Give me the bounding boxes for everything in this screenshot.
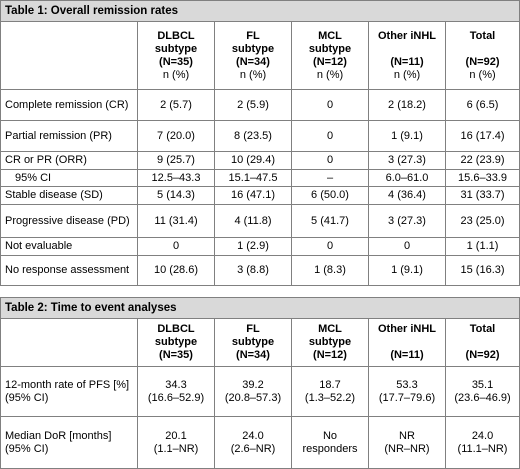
cell: 23 (25.0)	[444, 204, 520, 238]
cell: 6.0–61.0	[368, 169, 446, 187]
cell: 24.0 (2.6–NR)	[214, 416, 292, 469]
cell: 34.3 (16.6–52.9)	[137, 366, 215, 417]
cell: 10 (28.6)	[137, 255, 215, 286]
cell: 0	[137, 237, 215, 256]
row-label: CR or PR (ORR)	[0, 151, 138, 170]
cell: 0	[368, 237, 446, 256]
cell: 39.2 (20.8–57.3)	[214, 366, 292, 417]
cell: 11 (31.4)	[137, 204, 215, 238]
cell: 16 (17.4)	[444, 120, 520, 152]
table1-header-fl: FL subtype (N=34) n (%)	[214, 21, 292, 90]
cell: 2 (5.7)	[137, 89, 215, 121]
table-row: Partial remission (PR) 7 (20.0) 8 (23.5)…	[0, 120, 520, 152]
cell: 0	[291, 151, 369, 170]
cell: 3 (27.3)	[368, 151, 446, 170]
table-row: 95% CI 12.5–43.3 15.1–47.5 – 6.0–61.0 15…	[0, 169, 520, 187]
cell: 7 (20.0)	[137, 120, 215, 152]
cell: 0	[291, 89, 369, 121]
table-row: Not evaluable 0 1 (2.9) 0 0 1 (1.1)	[0, 237, 520, 256]
cell: 22 (23.9)	[444, 151, 520, 170]
table-row: Complete remission (CR) 2 (5.7) 2 (5.9) …	[0, 89, 520, 121]
cell: 1 (8.3)	[291, 255, 369, 286]
table2-header-empty	[0, 318, 138, 367]
cell: 4 (36.4)	[368, 186, 446, 205]
cell: No responders	[291, 416, 369, 469]
table2-header-mcl: MCL subtype (N=12)	[291, 318, 369, 367]
cell: 0	[291, 237, 369, 256]
table-row: Median DoR [months] (95% CI) 20.1 (1.1–NR)…	[0, 416, 520, 469]
row-label: Partial remission (PR)	[0, 120, 138, 152]
cell: 5 (14.3)	[137, 186, 215, 205]
time-to-event-table: Table 2: Time to event analyses DLBCL sub…	[0, 297, 520, 469]
cell: 24.0 (11.1–NR)	[444, 416, 520, 469]
table1-title: Table 1: Overall remission rates	[0, 0, 520, 22]
table2-header-total: Total (N=92)	[444, 318, 520, 367]
cell: 1 (9.1)	[368, 255, 446, 286]
cell: 15 (16.3)	[444, 255, 520, 286]
table1-header-empty	[0, 21, 138, 90]
table2-header-fl: FL subtype (N=34)	[214, 318, 292, 367]
row-label: 95% CI	[0, 169, 138, 187]
cell: 2 (18.2)	[368, 89, 446, 121]
row-label: 12-month rate of PFS [%] (95% CI)	[0, 366, 138, 417]
cell: 2 (5.9)	[214, 89, 292, 121]
table1-header-dlbcl: DLBCL subtype (N=35) n (%)	[137, 21, 215, 90]
row-label: Complete remission (CR)	[0, 89, 138, 121]
row-label: Median DoR [months] (95% CI)	[0, 416, 138, 469]
cell: 1 (1.1)	[444, 237, 520, 256]
cell: 5 (41.7)	[291, 204, 369, 238]
table-row: Progressive disease (PD) 11 (31.4) 4 (11…	[0, 204, 520, 238]
cell: 53.3 (17.7–79.6)	[368, 366, 446, 417]
table2-header-dlbcl: DLBCL subtype (N=35)	[137, 318, 215, 367]
table1-header-other-inhl: Other iNHL (N=11) n (%)	[368, 21, 446, 90]
cell: 1 (9.1)	[368, 120, 446, 152]
table-row: Stable disease (SD) 5 (14.3) 16 (47.1) 6…	[0, 186, 520, 205]
table-row: CR or PR (ORR) 9 (25.7) 10 (29.4) 0 3 (2…	[0, 151, 520, 170]
cell: 10 (29.4)	[214, 151, 292, 170]
cell: –	[291, 169, 369, 187]
cell: 15.6–33.9	[444, 169, 520, 187]
row-label: Progressive disease (PD)	[0, 204, 138, 238]
cell: 1 (2.9)	[214, 237, 292, 256]
cell: NR (NR–NR)	[368, 416, 446, 469]
cell: 18.7 (1.3–52.2)	[291, 366, 369, 417]
cell: 15.1–47.5	[214, 169, 292, 187]
table2-title: Table 2: Time to event analyses	[0, 297, 520, 319]
table1-header-total: Total (N=92) n (%)	[444, 21, 520, 90]
cell: 20.1 (1.1–NR)	[137, 416, 215, 469]
cell: 0	[291, 120, 369, 152]
row-label: Stable disease (SD)	[0, 186, 138, 205]
remission-rates-table: Table 1: Overall remission rates DLBCL su…	[0, 0, 520, 286]
table2-header-row: DLBCL subtype (N=35) FL subtype (N=34) MCL su…	[0, 318, 520, 367]
cell: 3 (8.8)	[214, 255, 292, 286]
cell: 35.1 (23.6–46.9)	[444, 366, 520, 417]
table-row: 12-month rate of PFS [%] (95% CI) 34.3 (16…	[0, 366, 520, 417]
table1-header-row: DLBCL subtype (N=35) n (%) FL subtype (N=34) n…	[0, 21, 520, 90]
cell: 9 (25.7)	[137, 151, 215, 170]
table1-header-mcl: MCL subtype (N=12) n (%)	[291, 21, 369, 90]
cell: 12.5–43.3	[137, 169, 215, 187]
row-label: Not evaluable	[0, 237, 138, 256]
cell: 3 (27.3)	[368, 204, 446, 238]
cell: 4 (11.8)	[214, 204, 292, 238]
table-row: No response assessment 10 (28.6) 3 (8.8)…	[0, 255, 520, 286]
table2-header-other-inhl: Other iNHL (N=11)	[368, 318, 446, 367]
cell: 6 (50.0)	[291, 186, 369, 205]
cell: 6 (6.5)	[444, 89, 520, 121]
cell: 31 (33.7)	[444, 186, 520, 205]
cell: 8 (23.5)	[214, 120, 292, 152]
cell: 16 (47.1)	[214, 186, 292, 205]
row-label: No response assessment	[0, 255, 138, 286]
